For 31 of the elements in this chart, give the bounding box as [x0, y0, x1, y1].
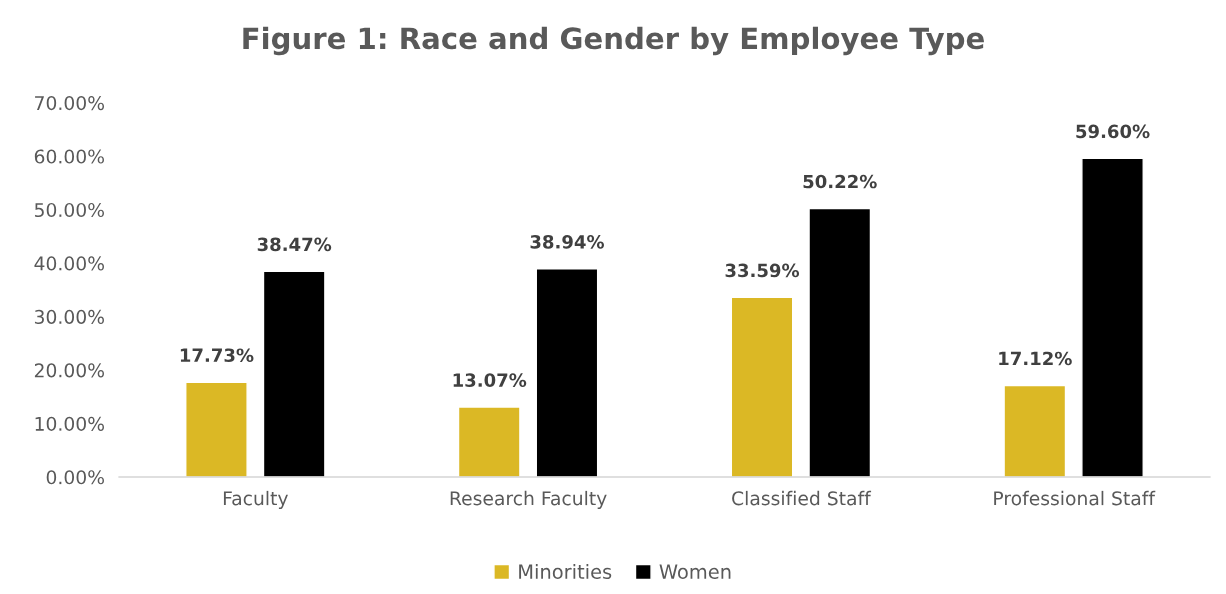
- y-tick-label: 70.00%: [35, 95, 104, 111]
- data-label: 50.22%: [803, 174, 877, 189]
- bar: [1003, 384, 1067, 477]
- x-tick-label: Research Faculty: [450, 490, 607, 510]
- y-tick-label: 10.00%: [35, 416, 104, 431]
- y-tick-label: 60.00%: [34, 149, 104, 164]
- legend-label: Women: [659, 564, 731, 580]
- y-tick-label: 20.00%: [34, 363, 104, 378]
- y-tick-label: 40.00%: [34, 256, 104, 271]
- y-tick-label: 50.00%: [34, 202, 104, 218]
- data-label: 38.94%: [530, 234, 604, 249]
- bar: [730, 296, 794, 477]
- data-label: 38.47%: [257, 237, 332, 252]
- bar: [457, 406, 521, 477]
- data-label: 33.59%: [725, 263, 800, 278]
- bar: [535, 268, 599, 477]
- bar: [1081, 157, 1144, 477]
- x-tick-label: Faculty: [223, 490, 288, 510]
- bar: [185, 381, 248, 477]
- bar: [808, 207, 872, 477]
- x-tick-label: Professional Staff: [994, 490, 1156, 506]
- data-label: 13.07%: [453, 373, 527, 387]
- chart-title: Figure 1: Race and Gender by Employee Type: [243, 26, 984, 56]
- data-label: 17.12%: [999, 351, 1072, 366]
- data-label: 17.73%: [180, 348, 254, 363]
- data-label: 59.60%: [1076, 124, 1150, 139]
- bar: [262, 270, 326, 477]
- y-tick-label: 0.00%: [46, 470, 104, 485]
- x-tick-label: Classified Staff: [732, 490, 872, 506]
- y-tick-label: 30.00%: [34, 309, 104, 324]
- legend-label: Minorities: [519, 563, 612, 580]
